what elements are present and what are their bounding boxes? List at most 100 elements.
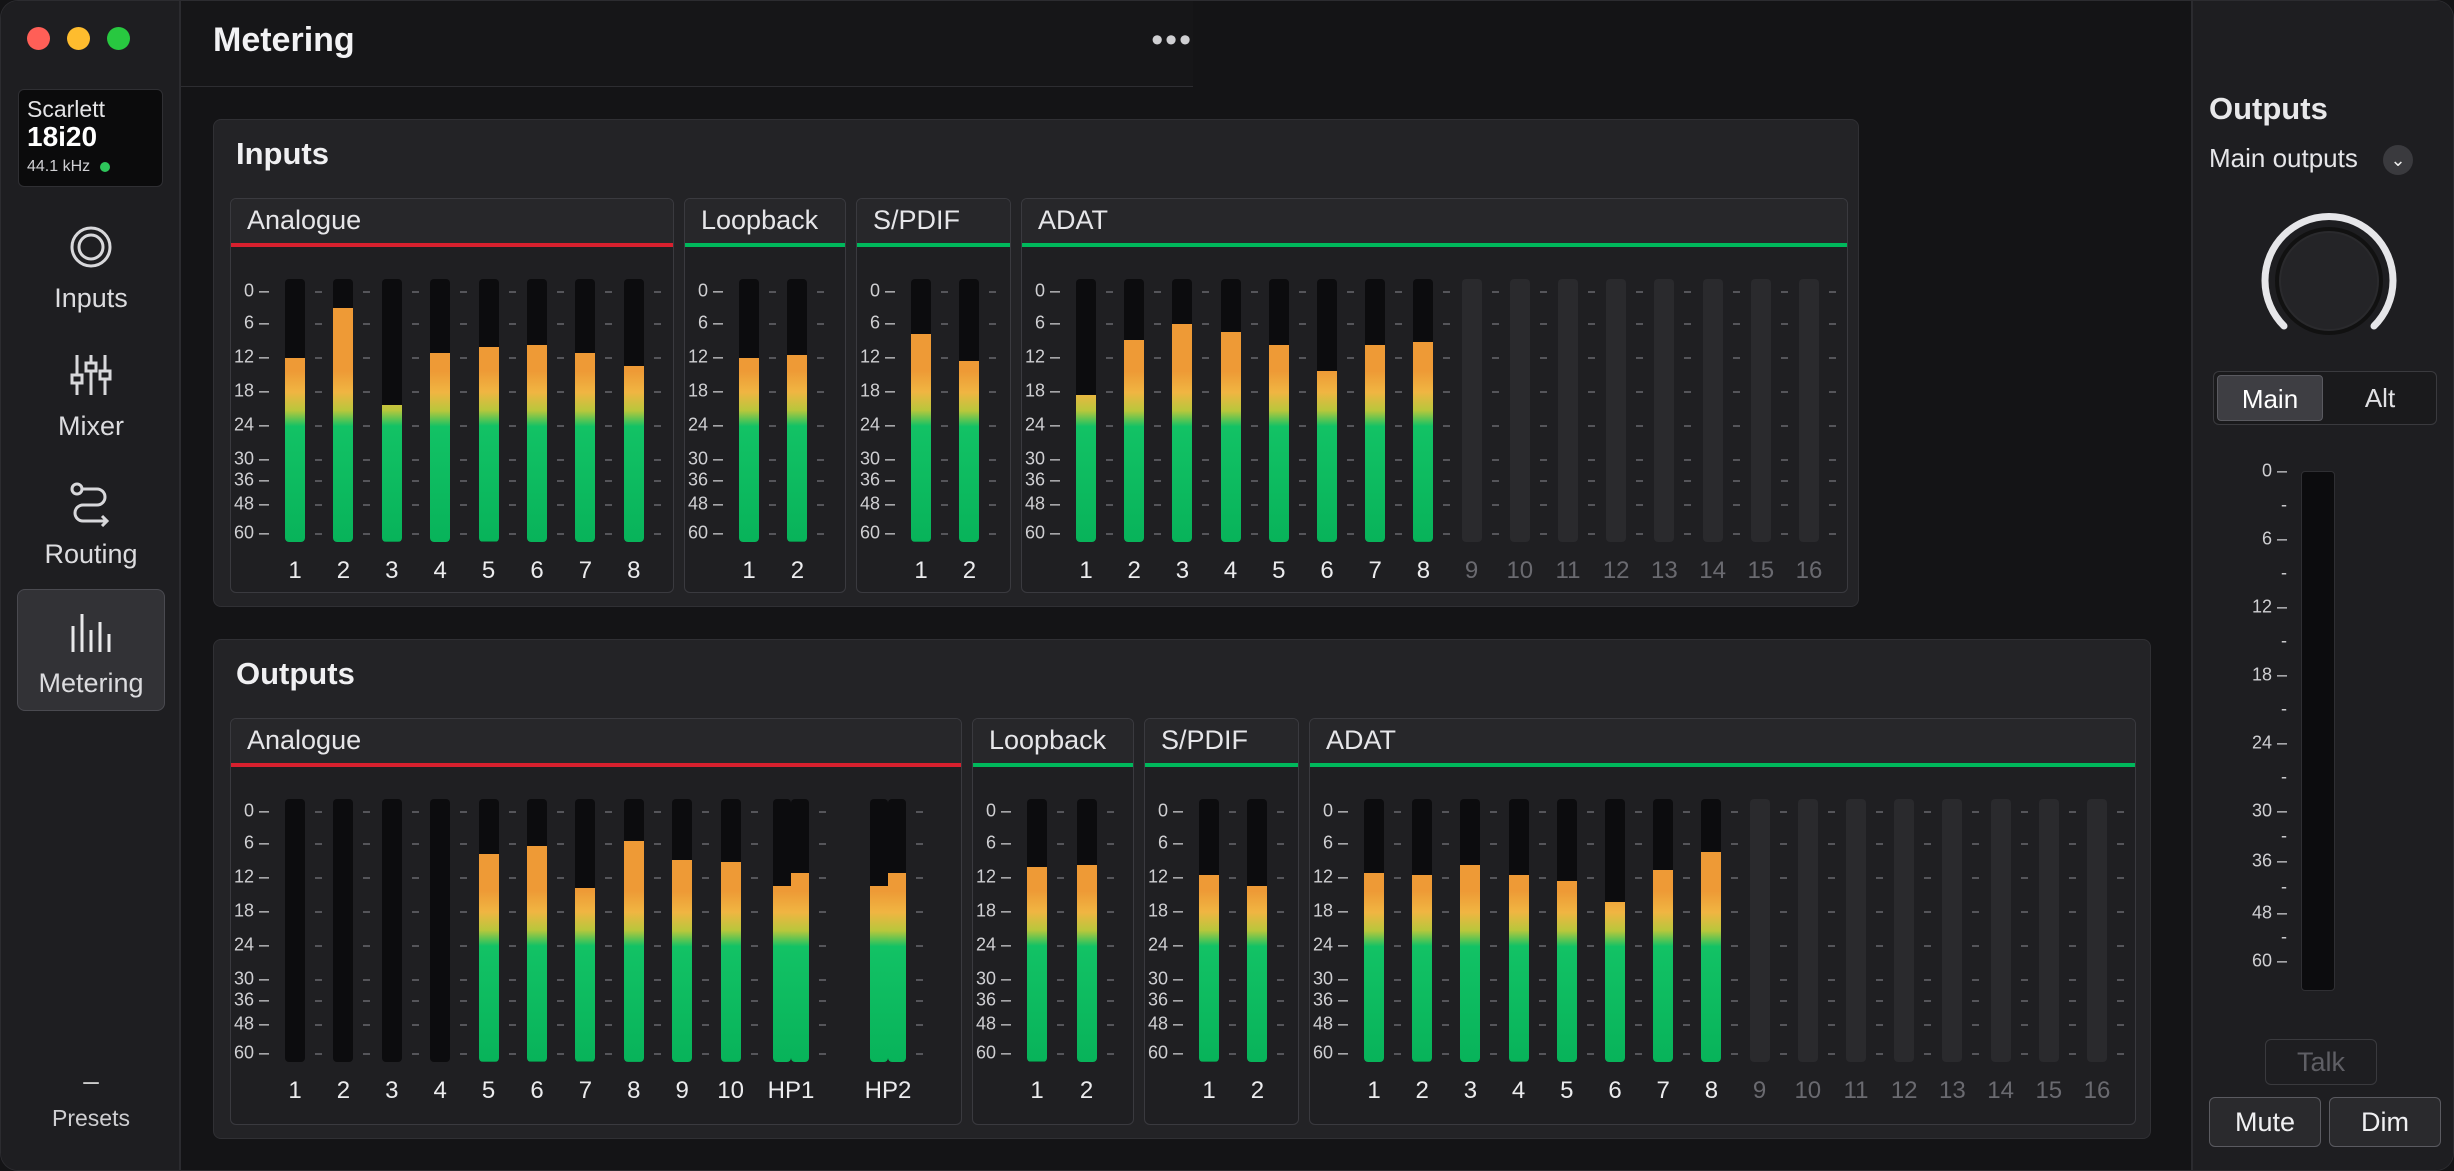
presets-button[interactable]: – Presets bbox=[1, 1067, 181, 1132]
alt-toggle-button[interactable]: Alt bbox=[2364, 383, 2396, 413]
channel-label: 6 bbox=[1320, 557, 1334, 584]
volume-knob[interactable] bbox=[2249, 201, 2409, 361]
db-scale-label: 30 – bbox=[859, 448, 895, 469]
meter-tick bbox=[605, 1024, 613, 1026]
meter-tick bbox=[557, 291, 564, 293]
level-meter bbox=[623, 799, 644, 1062]
sidebar-item-mixer[interactable]: Mixer bbox=[17, 333, 165, 455]
meter-tick bbox=[1154, 533, 1162, 535]
meter-tick bbox=[817, 323, 825, 325]
meter-tick bbox=[1277, 843, 1285, 845]
meter-fill bbox=[1124, 339, 1145, 542]
mute-button[interactable]: Mute bbox=[2209, 1097, 2321, 1147]
channel-label: 12 bbox=[1602, 557, 1630, 584]
meter-tick bbox=[363, 1053, 371, 1055]
meter-tick bbox=[1229, 979, 1236, 981]
meter-tick bbox=[460, 533, 468, 535]
level-meter bbox=[478, 279, 499, 542]
channel-label: 1 bbox=[914, 557, 928, 584]
level-meter bbox=[1894, 799, 1915, 1062]
meter-tick bbox=[1780, 323, 1788, 325]
meter-tick bbox=[702, 811, 710, 813]
sidebar-item-metering[interactable]: Metering bbox=[17, 589, 165, 711]
title-bar: Metering ••• bbox=[181, 1, 1193, 87]
main-toggle-button[interactable]: Main bbox=[2217, 375, 2323, 421]
meter-tick bbox=[1683, 843, 1691, 845]
channel-label: 2 bbox=[336, 557, 351, 584]
meter-tick bbox=[1827, 1000, 1835, 1002]
meter-tick bbox=[1277, 1000, 1285, 1002]
meter-tick bbox=[1636, 391, 1644, 393]
sidebar-item-routing[interactable]: Routing bbox=[17, 461, 165, 583]
db-scale-minor-tick: - bbox=[2281, 630, 2287, 651]
meter-tick bbox=[411, 357, 419, 359]
meter-tick bbox=[315, 877, 322, 879]
meter-tick bbox=[1443, 425, 1451, 427]
zoom-window-button[interactable] bbox=[107, 27, 130, 50]
meter-tick bbox=[653, 291, 661, 293]
db-scale-label: 30 – bbox=[2251, 800, 2287, 821]
meter-tick bbox=[1442, 945, 1450, 947]
meter-tick bbox=[1924, 1024, 1932, 1026]
meter-tick bbox=[1827, 1053, 1835, 1055]
meter-tick bbox=[460, 459, 468, 461]
outputs-selector[interactable]: Main outputs bbox=[2209, 143, 2358, 173]
level-meter bbox=[1653, 799, 1674, 1062]
sidebar-item-inputs[interactable]: Inputs bbox=[17, 205, 165, 327]
channel-label: 7 bbox=[1656, 1077, 1670, 1104]
device-info[interactable]: Scarlett 18i20 44.1 kHz bbox=[18, 89, 163, 187]
meter-tick bbox=[2117, 1024, 2124, 1026]
db-scale-label: 60 – bbox=[233, 522, 269, 543]
db-scale-label: 48 – bbox=[687, 493, 723, 514]
db-scale-label: 30 – bbox=[687, 448, 723, 469]
meter-tick bbox=[1347, 323, 1354, 325]
sidebar-item-label: Mixer bbox=[58, 411, 124, 441]
db-scale-minor-tick: - bbox=[2281, 698, 2287, 719]
meter-tick bbox=[702, 1053, 710, 1055]
chevron-down-icon[interactable]: ⌄ bbox=[2383, 145, 2413, 175]
channel-label: 5 bbox=[1272, 557, 1286, 584]
meter-tick bbox=[2068, 1000, 2076, 1002]
meter-tick bbox=[1684, 391, 1692, 393]
meter-tick bbox=[653, 504, 661, 506]
meter-tick bbox=[1732, 291, 1740, 293]
db-scale-label: 30 – bbox=[1147, 968, 1183, 989]
meter-tick bbox=[460, 1053, 468, 1055]
meter-tick bbox=[1490, 811, 1498, 813]
meter-tick bbox=[1924, 945, 1932, 947]
meter-tick bbox=[1586, 1000, 1594, 1002]
talk-button[interactable]: Talk bbox=[2265, 1039, 2377, 1085]
meter-tick bbox=[363, 843, 371, 845]
meter-tick bbox=[2068, 877, 2076, 879]
meter-fill bbox=[575, 888, 596, 1062]
meter-tick bbox=[1779, 945, 1787, 947]
minimize-window-button[interactable] bbox=[67, 27, 90, 50]
meter-tick bbox=[1229, 1000, 1236, 1002]
level-meter bbox=[1317, 279, 1337, 542]
meter-tick bbox=[653, 1000, 661, 1002]
sample-rate: 44.1 kHz bbox=[27, 158, 91, 175]
db-scale-label: 12 – bbox=[687, 346, 723, 367]
db-scale-label: 6 – bbox=[985, 832, 1011, 853]
level-meter bbox=[1799, 279, 1819, 542]
db-scale-label: 36 – bbox=[233, 989, 269, 1010]
meter-group-name: ADAT bbox=[1038, 205, 1109, 235]
meter-tick bbox=[1635, 1053, 1642, 1055]
meter-group-header: S/PDIF bbox=[1145, 719, 1298, 767]
close-window-button[interactable] bbox=[27, 27, 50, 50]
meter-tick bbox=[1250, 425, 1258, 427]
channel-label: 3 bbox=[385, 557, 399, 584]
meter-tick bbox=[941, 357, 948, 359]
db-scale-label: 48 – bbox=[1024, 493, 1060, 514]
outputs-panel-title: Outputs bbox=[2209, 91, 2328, 126]
meter-tick bbox=[508, 1000, 516, 1002]
meter-tick bbox=[605, 323, 613, 325]
meter-tick bbox=[1588, 480, 1595, 482]
meter-tick bbox=[916, 877, 923, 879]
meter-tick bbox=[1731, 979, 1739, 981]
meter-tick bbox=[508, 877, 516, 879]
dim-button[interactable]: Dim bbox=[2329, 1097, 2441, 1147]
meter-tick bbox=[819, 945, 826, 947]
channel-label: 10 bbox=[717, 1077, 744, 1104]
more-horizontal-icon[interactable]: ••• bbox=[1151, 21, 1193, 59]
